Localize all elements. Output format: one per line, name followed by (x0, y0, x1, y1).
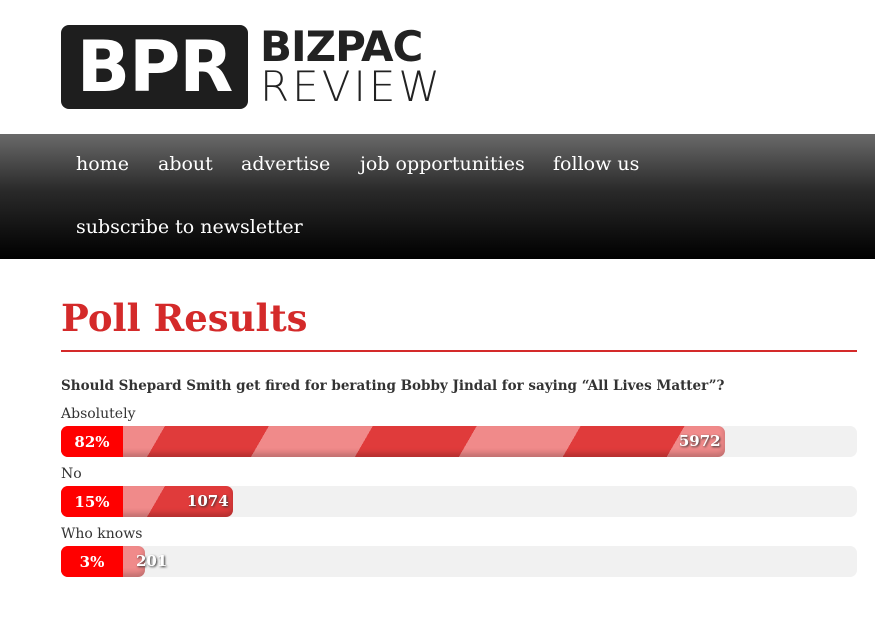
result-bar: 15% 1074 (61, 486, 857, 517)
poll-question: Should Shepard Smith get fired for berat… (61, 378, 725, 394)
page-title: Poll Results (61, 296, 308, 340)
nav-follow-us[interactable]: follow us (553, 153, 640, 175)
option-label: Who knows (61, 526, 143, 542)
logo-line2: REVIEW (260, 62, 443, 111)
main-nav: home about advertise job opportunities f… (0, 134, 875, 259)
title-divider (61, 350, 857, 352)
result-votes: 201 (136, 552, 168, 570)
nav-job-opportunities[interactable]: job opportunities (360, 153, 525, 175)
logo-line1: BIZPAC (260, 22, 423, 71)
result-votes: 1074 (186, 492, 229, 510)
result-votes: 5972 (678, 432, 721, 450)
result-bar: 3% 201 (61, 546, 857, 577)
result-bar-fill (61, 426, 725, 457)
option-label: No (61, 466, 82, 482)
nav-subscribe[interactable]: subscribe to newsletter (76, 216, 303, 238)
nav-home[interactable]: home (76, 153, 129, 175)
result-percent: 82% (61, 426, 123, 457)
result-percent: 15% (61, 486, 123, 517)
logo[interactable]: BPR BIZPAC REVIEW (61, 25, 443, 109)
logo-mark: BPR (61, 25, 248, 109)
result-percent: 3% (61, 546, 123, 577)
result-bar: 82% 5972 (61, 426, 857, 457)
nav-advertise[interactable]: advertise (241, 153, 331, 175)
nav-about[interactable]: about (158, 153, 213, 175)
option-label: Absolutely (61, 406, 136, 422)
logo-wordmark: BIZPAC REVIEW (260, 22, 443, 111)
